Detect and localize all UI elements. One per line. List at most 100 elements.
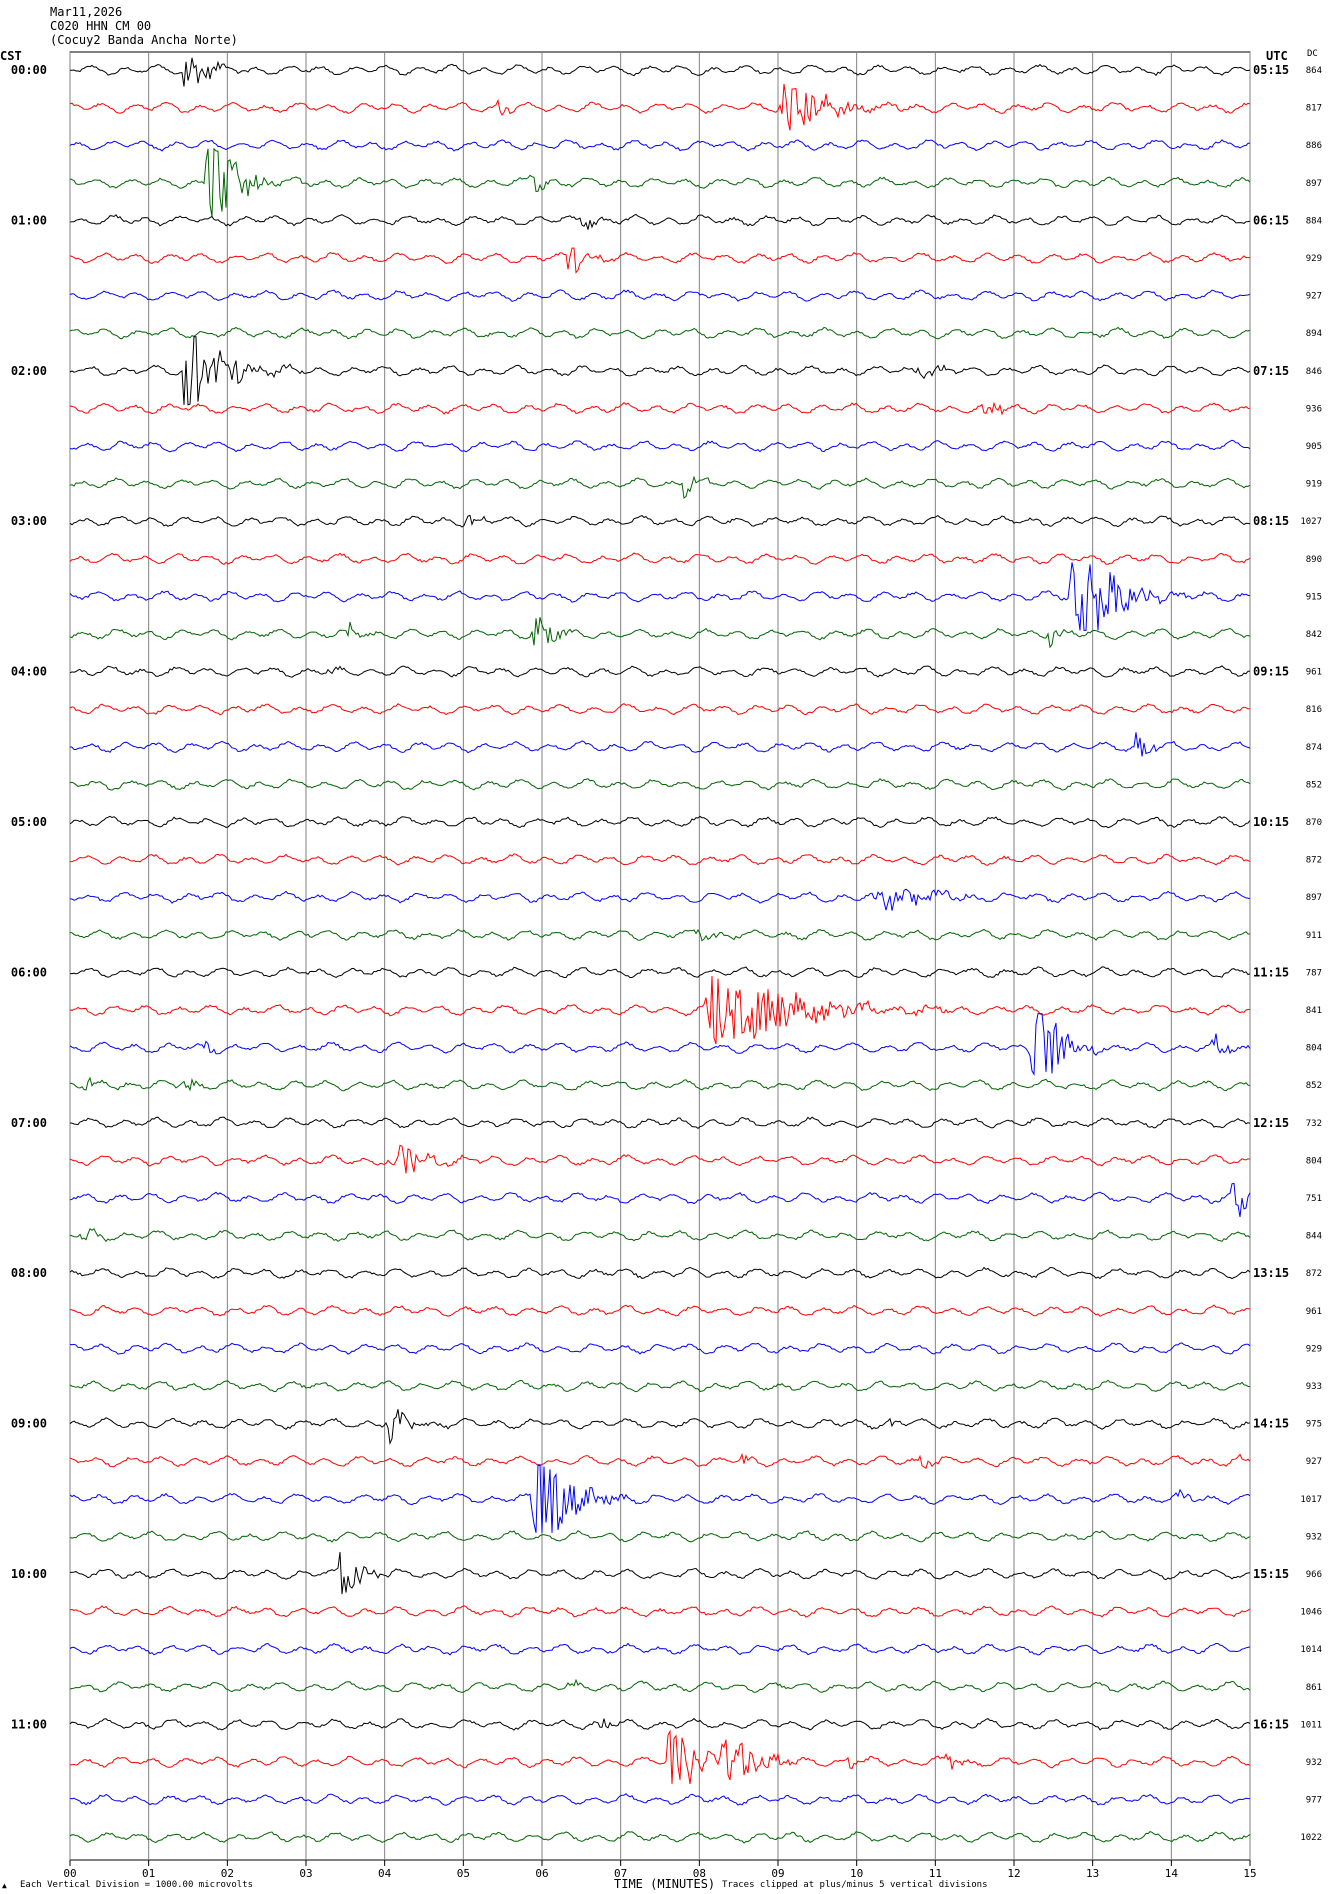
- seismic-trace: [69, 147, 1251, 217]
- seismic-trace: [69, 888, 1251, 911]
- hour-label-cst: 00:00: [11, 63, 47, 77]
- hour-label-cst: 04:00: [11, 665, 47, 679]
- seismic-trace: [69, 1452, 1251, 1469]
- seismic-trace: [69, 475, 1251, 499]
- dc-value: 961: [1306, 668, 1322, 678]
- dc-value: 1027: [1300, 517, 1322, 527]
- hour-label-utc: 16:15: [1253, 1717, 1289, 1731]
- dc-value: 915: [1306, 592, 1322, 602]
- dc-value: 1046: [1300, 1608, 1322, 1618]
- dc-value: 841: [1306, 1006, 1322, 1016]
- dc-value: 852: [1306, 1081, 1322, 1091]
- seismic-trace: [69, 1717, 1251, 1731]
- dc-value: 884: [1306, 216, 1322, 226]
- hour-label-utc: 12:15: [1253, 1116, 1289, 1130]
- hour-label-utc: 08:15: [1253, 514, 1289, 528]
- corner-mark: ▲: [2, 1881, 7, 1890]
- dc-value: 927: [1306, 1457, 1322, 1467]
- dc-value: 1014: [1300, 1645, 1322, 1655]
- dc-value: 905: [1306, 442, 1322, 452]
- seismic-trace: [69, 514, 1251, 528]
- seismic-trace: [69, 57, 1251, 87]
- plot-frame: [69, 51, 1251, 1861]
- hour-label-utc: 14:15: [1253, 1417, 1289, 1431]
- x-tick-label: 06: [535, 1867, 548, 1880]
- seismic-trace: [69, 1530, 1251, 1543]
- hour-label-utc: 13:15: [1253, 1266, 1289, 1280]
- seismic-trace: [69, 928, 1250, 942]
- seismic-trace: [69, 1678, 1251, 1694]
- station-name: (Cocuy2 Banda Ancha Norte): [50, 33, 238, 47]
- x-tick-label: 10: [850, 1867, 863, 1880]
- dc-column-label: DC: [1307, 49, 1318, 59]
- dc-value: 861: [1306, 1683, 1322, 1693]
- hour-label-utc: 06:15: [1253, 213, 1289, 227]
- hour-label-utc: 15:15: [1253, 1567, 1289, 1581]
- seismic-trace: [69, 247, 1250, 274]
- x-tick-label: 15: [1243, 1867, 1256, 1880]
- seismic-trace: [69, 139, 1251, 152]
- x-tick-label: 14: [1165, 1867, 1179, 1880]
- seismic-trace: [69, 1182, 1251, 1217]
- hour-label-utc: 10:15: [1253, 815, 1289, 829]
- seismic-trace: [70, 966, 1251, 978]
- seismic-trace: [69, 1013, 1251, 1076]
- x-tick-label: 03: [299, 1867, 312, 1880]
- dc-value: 936: [1306, 404, 1322, 414]
- dc-value: 911: [1306, 931, 1322, 941]
- dc-value: 817: [1306, 104, 1322, 114]
- seismic-trace: [69, 83, 1251, 131]
- dc-value: 929: [1306, 1344, 1322, 1354]
- seismic-trace: [69, 1464, 1251, 1533]
- dc-value: 966: [1306, 1570, 1322, 1580]
- x-tick-label: 13: [1086, 1867, 1099, 1880]
- dc-value: 872: [1306, 1269, 1322, 1279]
- hour-label-utc: 05:15: [1253, 63, 1289, 77]
- seismic-trace: [69, 665, 1251, 678]
- seismic-trace: [69, 1076, 1251, 1092]
- dc-value: 977: [1306, 1796, 1322, 1806]
- x-tick-label: 11: [929, 1867, 942, 1880]
- dc-value: 751: [1306, 1194, 1322, 1204]
- x-tick-label: 01: [142, 1867, 155, 1880]
- dc-value: 732: [1306, 1119, 1322, 1129]
- seismic-trace: [69, 1116, 1251, 1130]
- dc-value: 894: [1306, 329, 1322, 339]
- dc-value: 874: [1306, 743, 1322, 753]
- right-timezone-label: UTC: [1266, 49, 1288, 63]
- seismic-trace: [69, 213, 1251, 230]
- hour-label-cst: 02:00: [11, 364, 47, 378]
- dc-value: 975: [1306, 1420, 1322, 1430]
- x-tick-label: 12: [1007, 1867, 1020, 1880]
- x-tick-label: 09: [771, 1867, 784, 1880]
- hour-label-cst: 11:00: [11, 1717, 47, 1731]
- seismic-trace: [69, 1342, 1251, 1355]
- seismic-trace: [69, 336, 1251, 406]
- seismic-trace: [69, 975, 1251, 1045]
- x-tick-label: 02: [221, 1867, 234, 1880]
- x-axis-label: TIME (MINUTES): [614, 1877, 716, 1891]
- hour-label-utc: 09:15: [1253, 665, 1289, 679]
- dc-value: 846: [1306, 367, 1322, 377]
- left-timezone-label: CST: [0, 49, 22, 63]
- hour-label-cst: 08:00: [11, 1266, 47, 1280]
- x-tick-label: 04: [378, 1867, 392, 1880]
- station-code: C020 HHN CM 00: [50, 19, 152, 33]
- hour-label-cst: 03:00: [11, 514, 47, 528]
- dc-value: 961: [1306, 1307, 1322, 1317]
- dc-value: 804: [1306, 1156, 1322, 1166]
- seismic-trace: [69, 1144, 1251, 1174]
- x-tick-label: 07: [614, 1867, 627, 1880]
- dc-value: 852: [1306, 780, 1322, 790]
- dc-value: 927: [1306, 292, 1322, 302]
- seismic-trace: [69, 617, 1251, 649]
- seismic-trace: [69, 1642, 1251, 1656]
- seismic-trace: [69, 1304, 1251, 1317]
- seismic-trace: [69, 815, 1251, 829]
- dc-value: 870: [1306, 818, 1322, 828]
- hour-label-utc: 11:15: [1253, 965, 1289, 979]
- seismic-trace: [69, 401, 1251, 416]
- x-tick-label: 00: [63, 1867, 76, 1880]
- dc-value: 897: [1306, 893, 1322, 903]
- dc-value: 872: [1306, 856, 1322, 866]
